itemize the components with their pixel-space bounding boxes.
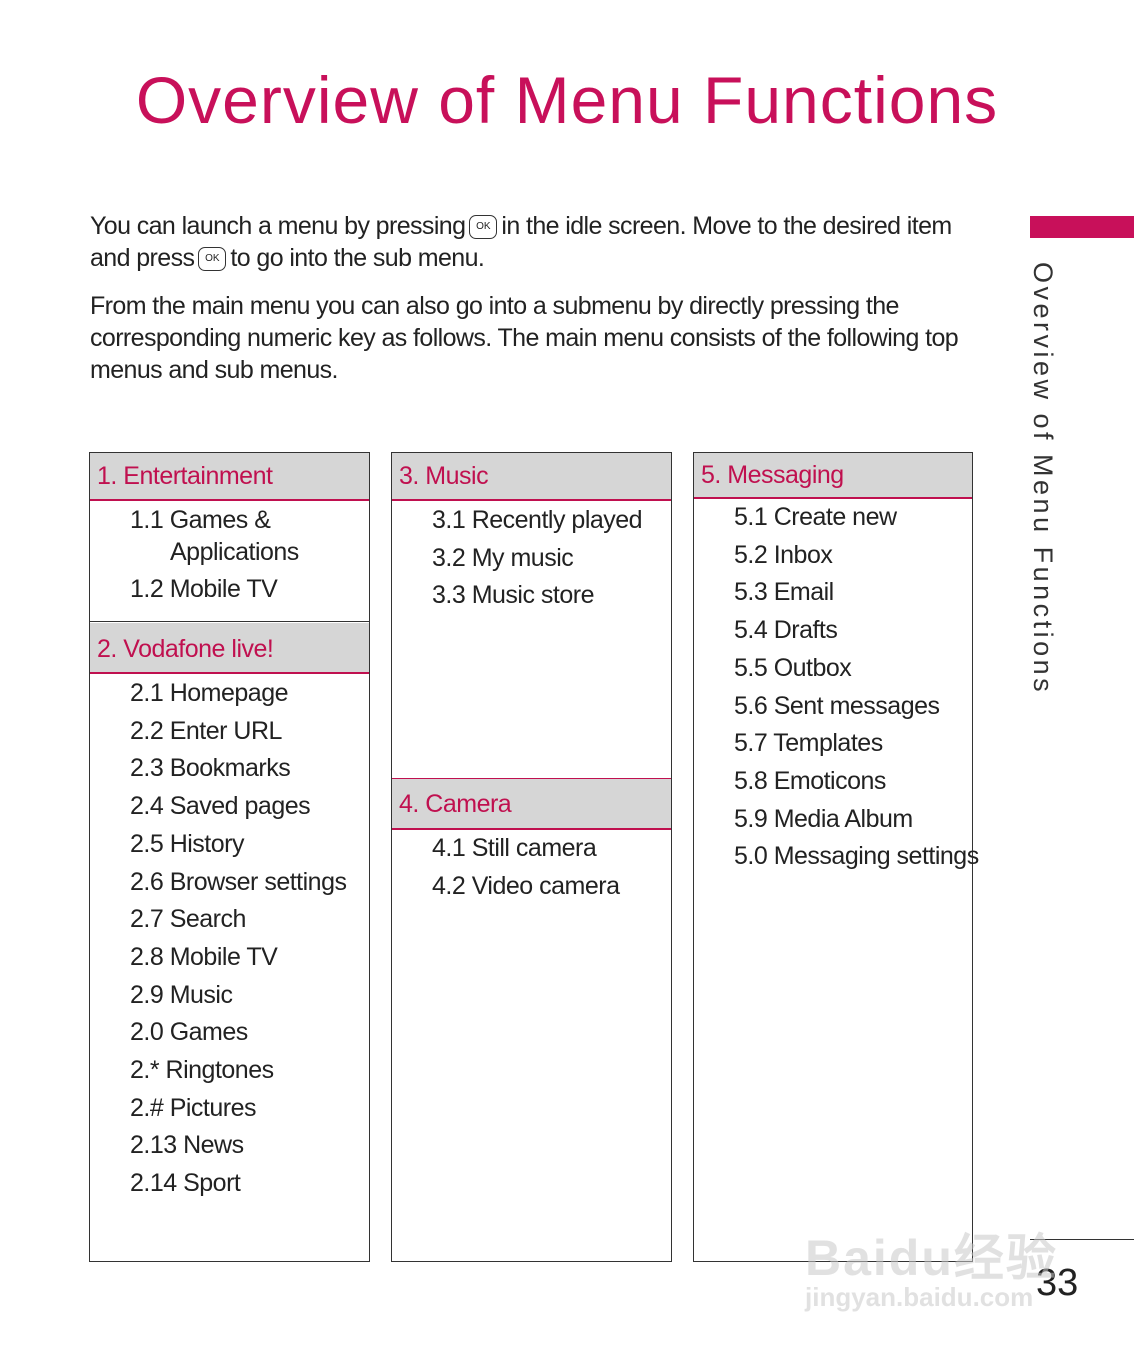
- section-header-camera: 4. Camera: [392, 778, 671, 830]
- list-item: 2.7 Search: [130, 905, 246, 934]
- list-item: 5.7 Templates: [734, 729, 883, 758]
- section-header-entertainment: 1. Entertainment: [90, 453, 369, 501]
- list-item: 2.3 Bookmarks: [130, 754, 291, 783]
- list-item: 4.1 Still camera: [432, 834, 597, 862]
- list-item: 2.13 News: [130, 1131, 244, 1160]
- list-item: 5.6 Sent messages: [734, 691, 940, 720]
- list-item: 3.2 My music: [432, 543, 574, 572]
- list-item: 5.3 Email: [734, 578, 834, 607]
- section-header-music: 3. Music: [392, 453, 671, 501]
- section-header-messaging: 5. Messaging: [694, 453, 972, 499]
- intro-text-c: to go into the sub menu.: [230, 244, 485, 272]
- page-number-rule: [1030, 1239, 1134, 1240]
- list-item: 4.2 Video camera: [432, 871, 620, 900]
- list-item: 5.8 Emoticons: [734, 766, 886, 795]
- divider: [90, 621, 369, 622]
- list-item: 5.0 Messaging settings: [734, 842, 979, 871]
- list-item: Applications: [170, 538, 299, 566]
- list-item: 2.1 Homepage: [130, 679, 289, 707]
- menu-column-2: 3. Music 3.1 Recently played 3.2 My musi…: [391, 452, 672, 1262]
- list-item: 2.* Ringtones: [130, 1056, 274, 1085]
- sidebar-accent-bar: [1030, 216, 1134, 238]
- intro-paragraph-1: You can launch a menu by pressing OK in th…: [90, 210, 970, 274]
- page-title: Overview of Menu Functions: [135, 63, 999, 137]
- list-item: 2.14 Sport: [130, 1169, 241, 1198]
- music-items: 3.1 Recently played 3.2 My music 3.3 Mus…: [432, 502, 671, 615]
- list-item: 1.1 Games &: [130, 506, 271, 534]
- page-number: 33: [1036, 1262, 1079, 1304]
- entertainment-items: 1.1 Games & Applications 1.2 Mobile TV: [130, 504, 369, 605]
- list-item: 1.2 Mobile TV: [130, 575, 278, 603]
- list-item: 2.6 Browser settings: [130, 867, 347, 896]
- vodafone-live-items: 2.1 Homepage 2.2 Enter URL 2.3 Bookmarks…: [130, 675, 369, 1203]
- intro-text-b: in the idle screen. Move to the desired …: [90, 212, 952, 272]
- sidebar-section-title: Overview of Menu Functions: [1028, 262, 1058, 696]
- list-item: 3.3 Music store: [432, 581, 595, 610]
- list-item: 5.2 Inbox: [734, 540, 833, 569]
- list-item: 2.5 History: [130, 829, 244, 858]
- list-item: 2.2 Enter URL: [130, 716, 282, 745]
- list-item: 2.0 Games: [130, 1018, 248, 1047]
- ok-key-icon: OK: [198, 247, 227, 272]
- camera-items: 4.1 Still camera 4.2 Video camera: [432, 830, 671, 905]
- intro-paragraph-2: From the main menu you can also go into …: [90, 292, 959, 384]
- list-item: 5.9 Media Album: [734, 804, 913, 833]
- ok-key-icon: OK: [469, 215, 498, 240]
- list-item: 2.9 Music: [130, 980, 233, 1009]
- section-header-vodafone-live: 2. Vodafone live!: [90, 623, 369, 674]
- intro-text-a: You can launch a menu by pressing: [90, 212, 466, 240]
- list-item: 2.4 Saved pages: [130, 792, 311, 821]
- messaging-items: 5.1 Create new 5.2 Inbox 5.3 Email 5.4 D…: [734, 499, 979, 876]
- list-item: 5.5 Outbox: [734, 653, 852, 682]
- list-item: 2.8 Mobile TV: [130, 942, 278, 971]
- watermark-line-2: jingyan.baidu.com: [805, 1282, 1034, 1312]
- list-item: 2.# Pictures: [130, 1093, 257, 1122]
- list-item: 5.1 Create new: [734, 503, 897, 531]
- list-item: 3.1 Recently played: [432, 506, 643, 534]
- list-item: 5.4 Drafts: [734, 616, 838, 645]
- menu-column-3: 5. Messaging 5.1 Create new 5.2 Inbox 5.…: [693, 452, 979, 1262]
- menu-column-1: 1. Entertainment 1.1 Games & Application…: [89, 452, 370, 1262]
